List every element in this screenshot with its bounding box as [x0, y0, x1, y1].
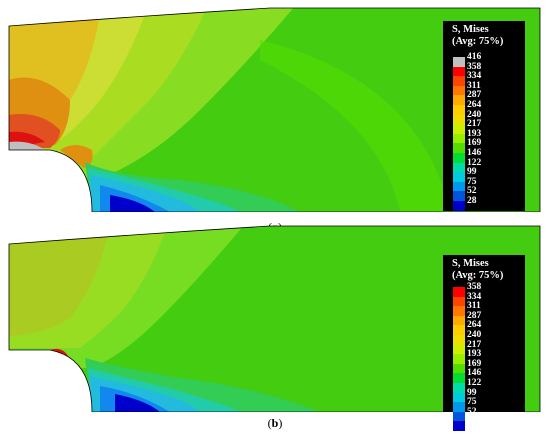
legend-swatch: [453, 334, 465, 345]
legend-tick-label: 240: [467, 330, 482, 340]
caption-letter-b: b: [271, 416, 279, 430]
legend-tick-label: 311: [467, 301, 481, 312]
legend-tick-label: 416: [467, 52, 482, 62]
legend-tick-label: 193: [467, 349, 482, 360]
legend-swatch: [453, 57, 465, 67]
legend-tick-label: 240: [467, 109, 482, 120]
legend-tick-label: 75: [467, 397, 477, 408]
legend-tick-label: 52: [467, 186, 477, 197]
legend-swatch: [453, 296, 465, 307]
legend-tick-label: 169: [467, 358, 482, 369]
legend-swatch: [453, 143, 465, 153]
legend-swatch: [453, 124, 465, 134]
legend-title-a: S, Mises (Avg: 75%): [452, 24, 503, 48]
legend-title-line2: (Avg: 75%): [452, 270, 504, 281]
legend-swatch: [453, 133, 465, 144]
legend-swatch: [453, 104, 465, 115]
legend-colorbar-a: [453, 57, 465, 211]
legend-tick-label: 334: [467, 71, 482, 82]
legend-tick-label: 52: [467, 406, 477, 417]
caption-b: (b): [267, 416, 283, 430]
legend-tick-label: 28: [467, 196, 477, 206]
legend-swatch: [453, 162, 465, 173]
legend-swatch: [453, 344, 465, 355]
legend-tick-label: 169: [467, 138, 482, 149]
contour-plot-a: S, Mises (Avg: 75%) 416 358 334 311 287 264 24…: [0, 0, 550, 212]
legend-swatch: [453, 306, 465, 316]
legend-swatch: [453, 76, 465, 86]
legend-tick-label: 358: [467, 282, 482, 292]
legend-swatch: [453, 85, 465, 96]
legend-swatch: [453, 315, 465, 326]
legend-swatch: [453, 354, 465, 364]
legend-swatch: [453, 363, 465, 374]
legend-tick-label: 264: [467, 100, 482, 110]
legend-tick-label: 99: [467, 167, 477, 178]
legend-tick-label: 287: [467, 90, 482, 101]
legend-tick-label: 311: [467, 80, 481, 91]
legend-swatch: [453, 325, 465, 335]
legend-tick-label: 358: [467, 61, 482, 72]
legend-swatch: [453, 200, 465, 211]
legend-swatch: [453, 373, 465, 383]
legend-swatch: [453, 392, 465, 403]
legend-swatch: [453, 66, 465, 77]
legend-swatch: [453, 287, 465, 297]
legend-swatch: [453, 382, 465, 393]
legend-swatch: [453, 181, 465, 192]
legend-tick-label: 28: [467, 416, 477, 427]
legend-swatch: [453, 114, 465, 125]
legend-tick-label: 146: [467, 148, 482, 158]
legend-tick-label: 217: [467, 339, 482, 350]
legend-tick-label: 264: [467, 320, 482, 331]
legend-swatch: [453, 411, 465, 422]
legend-tick-label: 287: [467, 310, 482, 321]
legend-tick-label: 122: [467, 157, 482, 168]
stress-legend-b: S, Mises (Avg: 75%) 358 334 311 287 264 240 21…: [443, 255, 525, 431]
legend-title-line2: (Avg: 75%): [452, 36, 504, 47]
stress-legend-a: S, Mises (Avg: 75%) 416 358 334 311 287 264 24…: [443, 21, 525, 211]
legend-swatch: [453, 152, 465, 163]
legend-tick-label: 99: [467, 387, 477, 398]
legend-swatch: [453, 402, 465, 412]
legend-swatch: [453, 421, 465, 431]
legend-colorbar-b: [453, 287, 465, 431]
legend-swatch: [453, 191, 465, 201]
legend-tick-label: 193: [467, 128, 482, 139]
legend-title-line1: S, Mises: [452, 24, 489, 35]
legend-tick-label: 217: [467, 119, 482, 130]
legend-title-b: S, Mises (Avg: 75%): [452, 258, 503, 282]
legend-tick-label: 334: [467, 291, 482, 302]
legend-tick-label: 75: [467, 176, 477, 187]
legend-swatch: [453, 95, 465, 105]
legend-tick-label: 122: [467, 378, 482, 388]
legend-tick-label: 146: [467, 368, 482, 379]
legend-title-line1: S, Mises: [452, 258, 489, 269]
legend-swatch: [453, 172, 465, 182]
